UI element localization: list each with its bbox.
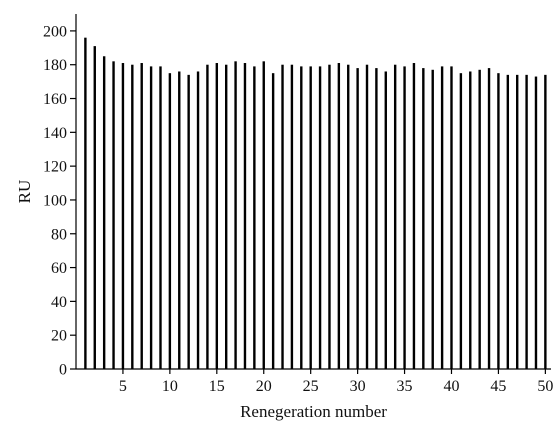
x-tick-label: 25: [303, 378, 319, 395]
y-tick-label: 140: [43, 125, 67, 142]
y-tick-label: 20: [51, 328, 67, 345]
bar-2: [93, 46, 96, 370]
y-tick-label: 160: [43, 91, 67, 108]
y-tick-label: 100: [43, 192, 67, 209]
x-tick-label: 35: [397, 378, 413, 395]
bar-32: [375, 68, 378, 369]
bar-9: [159, 66, 162, 370]
x-tick-label: 30: [350, 378, 366, 395]
bar-16: [225, 64, 228, 370]
bar-1: [84, 37, 87, 370]
bar-11: [178, 71, 181, 369]
bar-48: [525, 74, 528, 370]
bar-30: [356, 68, 359, 369]
bar-29: [347, 64, 350, 370]
x-tick-label: 20: [256, 378, 272, 395]
bar-40: [450, 66, 453, 370]
bar-14: [206, 64, 209, 370]
bar-31: [365, 64, 369, 370]
bar-8: [149, 66, 153, 370]
bar-6: [131, 64, 134, 370]
bar-49: [534, 76, 538, 370]
bar-50: [544, 74, 547, 370]
bar-28: [337, 63, 341, 370]
bar-4: [112, 61, 115, 369]
bar-3: [102, 56, 106, 369]
x-ticks-group: 5 10 15 20 25 30 35 40 45 50: [119, 369, 553, 395]
bar-22: [281, 64, 284, 370]
bar-24: [300, 66, 303, 370]
bar-38: [431, 69, 434, 369]
bar-35: [403, 66, 406, 370]
bar-25: [309, 66, 312, 370]
bar-43: [478, 69, 481, 369]
plot-area: 0 20 40 60 80 100 120 140 160 180 200 5 10 15 20 25 30 3…: [43, 14, 553, 395]
bar-45: [497, 73, 500, 370]
y-ticks-group: 0 20 40 60 80 100 120 140 160 180 200: [43, 23, 76, 379]
bar-44: [487, 68, 491, 369]
bar-47: [516, 74, 519, 370]
bar-46: [506, 74, 510, 370]
bar-23: [290, 64, 294, 370]
bar-39: [440, 66, 444, 370]
bar-27: [328, 64, 331, 370]
bar-7: [140, 63, 143, 370]
y-tick-label: 200: [43, 23, 67, 40]
bar-19: [253, 66, 256, 370]
bar-33: [384, 71, 387, 369]
y-tick-label: 80: [51, 226, 67, 243]
y-tick-label: 0: [59, 362, 67, 379]
x-tick-label: 5: [119, 378, 127, 395]
x-axis-label: Renegeration number: [240, 402, 387, 421]
y-tick-label: 60: [51, 260, 67, 277]
bar-20: [262, 61, 265, 369]
y-tick-label: 180: [43, 57, 67, 74]
bar-18: [243, 63, 247, 370]
y-tick-label: 40: [51, 294, 67, 311]
bar-42: [469, 71, 472, 369]
bar-36: [412, 63, 416, 370]
y-tick-label: 120: [43, 159, 67, 176]
x-tick-label: 50: [537, 378, 553, 395]
bar-13: [196, 71, 200, 369]
bar-26: [318, 66, 322, 370]
x-tick-label: 10: [162, 378, 178, 395]
bar-41: [459, 73, 463, 370]
bar-10: [168, 73, 172, 370]
bar-15: [215, 63, 219, 370]
bar-34: [393, 64, 397, 370]
x-tick-label: 40: [443, 378, 459, 395]
bar-37: [422, 68, 425, 369]
bar-17: [234, 61, 237, 369]
bar-21: [271, 73, 275, 370]
bars-group: [84, 37, 547, 370]
x-tick-label: 45: [490, 378, 506, 395]
y-axis-label: RU: [15, 180, 34, 204]
bar-12: [187, 74, 190, 370]
x-tick-label: 15: [209, 378, 225, 395]
bar-5: [121, 63, 125, 370]
